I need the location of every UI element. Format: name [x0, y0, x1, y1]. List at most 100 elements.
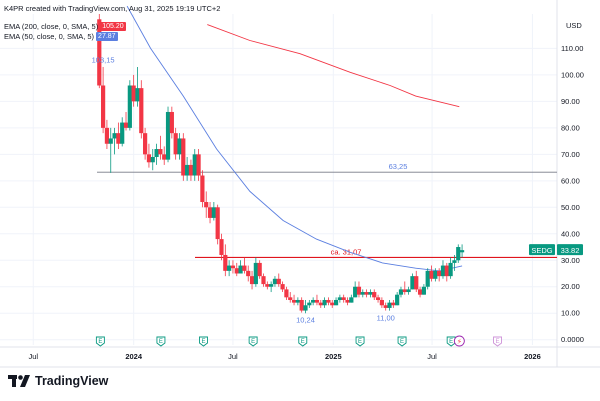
candle-body: [444, 265, 449, 277]
candle-body: [368, 292, 373, 295]
candle-body: [307, 302, 312, 306]
time-axis[interactable]: Jul 2024 Jul 2025 Jul 2026: [28, 352, 540, 361]
earnings-event-label: E: [251, 339, 255, 345]
candlestick-series[interactable]: [97, 14, 465, 314]
horizontal-line-label: ca. 31,07: [331, 247, 362, 256]
earnings-event-label: E: [449, 339, 453, 345]
candle-body: [452, 260, 457, 263]
candle-body: [272, 278, 278, 285]
candle-body: [97, 19, 102, 86]
candle-body: [120, 122, 125, 144]
y-tick-label: 30.00: [561, 256, 580, 265]
x-tick-label: 2026: [524, 352, 541, 361]
candle-body: [211, 207, 216, 218]
candle-body: [448, 262, 453, 277]
candle-body: [375, 297, 381, 300]
candle-body: [280, 284, 285, 290]
price-annotation: 103,15: [92, 56, 115, 65]
earnings-event-icon: [298, 336, 308, 347]
earnings-event-icon: [95, 336, 105, 347]
horizontal-lines[interactable]: 63,25 ca. 31,07: [97, 162, 557, 258]
candle-body: [101, 85, 106, 128]
candle-body: [249, 276, 255, 285]
candle-body: [406, 289, 411, 293]
candle-body: [112, 133, 117, 139]
candle-body: [330, 302, 335, 306]
candle-body: [215, 207, 220, 240]
candle-body: [299, 299, 304, 311]
candle-body: [349, 297, 354, 303]
candle-body: [437, 270, 442, 277]
tradingview-brand[interactable]: TradingView: [8, 374, 108, 388]
candle-body: [425, 270, 430, 287]
candle-body: [356, 286, 362, 295]
candle-body: [181, 138, 186, 176]
chart-axes: [0, 0, 600, 368]
earnings-event-label: E: [358, 339, 362, 345]
price-annotation: 10,24: [296, 316, 315, 325]
candle-body: [402, 289, 407, 293]
y-tick-label: 0.0000: [561, 335, 584, 344]
candle-body: [360, 292, 365, 295]
candle-body: [219, 239, 224, 255]
candle-body: [257, 262, 262, 277]
indicator-ema200[interactable]: EMA (200, close, 0, SMA, 5) 105.20: [4, 22, 126, 31]
candle-body: [238, 265, 243, 274]
candle-body: [207, 207, 213, 218]
candle-body: [318, 302, 323, 306]
indicator-ema50[interactable]: EMA (50, close, 0, SMA, 5) 27.87: [4, 32, 118, 41]
candle-body: [169, 111, 174, 134]
y-tick-label: 20.00: [561, 282, 580, 291]
candle-body: [337, 297, 342, 300]
candle-body: [246, 270, 251, 277]
price-axis[interactable]: USD 110.00 100.00 90.00 80.00 70.00 60.00 50.00…: [529, 21, 584, 344]
indicator-ema200-value: 105.20: [100, 22, 126, 31]
lightning-icon: ⚡: [457, 337, 462, 346]
candle-body: [398, 289, 404, 295]
x-tick-label: 2025: [325, 352, 342, 361]
earnings-event-label: E: [400, 339, 404, 345]
earnings-event-label: E: [201, 339, 205, 345]
candle-body: [227, 265, 232, 271]
earnings-event-icon: [397, 336, 407, 347]
candle-body: [261, 276, 266, 285]
price-annotations: 103,15 10,24 11,00: [92, 56, 395, 325]
candle-body: [143, 133, 148, 155]
candle-body: [104, 127, 110, 144]
ema50-line: [126, 5, 463, 272]
x-tick-label: Jul: [228, 352, 238, 361]
earnings-event-icon: [199, 336, 208, 347]
candle-body: [223, 254, 228, 271]
candle-body: [414, 276, 419, 290]
candle-body: [456, 247, 461, 261]
candle-body: [230, 265, 236, 269]
candle-body: [276, 278, 281, 285]
candle-body: [108, 138, 113, 144]
candle-body: [284, 289, 289, 298]
candle-body: [303, 305, 308, 311]
candle-body: [291, 299, 297, 303]
earnings-event-icon: [493, 336, 502, 347]
ema-lines: [126, 5, 463, 272]
candle-body: [288, 297, 293, 300]
event-markers[interactable]: E E E E E E E E E ⚡: [95, 335, 502, 347]
split-event-icon: [453, 335, 465, 347]
earnings-event-icon: [156, 336, 166, 347]
horizontal-line-label: 63,25: [389, 162, 408, 171]
y-tick-label: 60.00: [561, 176, 580, 185]
candle-body: [440, 265, 446, 277]
candle-body: [204, 202, 209, 208]
y-tick-label: 80.00: [561, 123, 580, 132]
candle-body: [364, 292, 369, 295]
candle-body: [379, 299, 384, 306]
chart-grid: [0, 14, 557, 345]
last-price-label: 33.82: [561, 246, 580, 255]
candle-body: [433, 270, 438, 279]
candle-body: [242, 265, 247, 271]
y-tick-label: 110.00: [561, 44, 583, 53]
candle-body: [429, 270, 434, 279]
y-tick-label: 50.00: [561, 203, 580, 212]
candle-body: [314, 299, 320, 303]
candle-body: [417, 289, 423, 295]
